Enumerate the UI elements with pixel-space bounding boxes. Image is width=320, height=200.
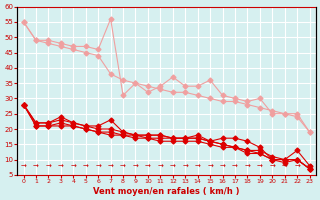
- X-axis label: Vent moyen/en rafales ( km/h ): Vent moyen/en rafales ( km/h ): [93, 187, 240, 196]
